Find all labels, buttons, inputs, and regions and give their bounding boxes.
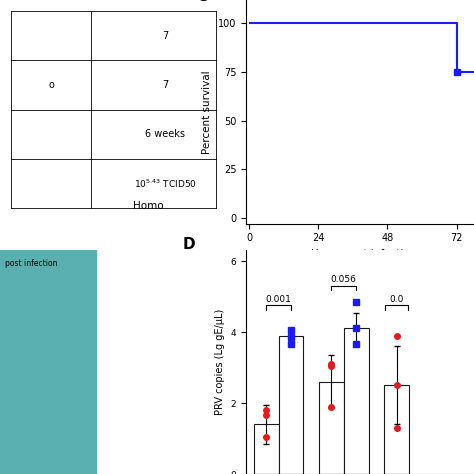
Text: 0.0: 0.0 [389, 295, 404, 304]
Bar [319, 382, 344, 474]
Bar [344, 328, 368, 474]
Text: 7: 7 [162, 80, 168, 90]
Y-axis label: Percent survival: Percent survival [202, 70, 212, 154]
Text: D: D [182, 237, 195, 252]
Text: 7: 7 [162, 31, 168, 41]
Bar [384, 385, 409, 474]
Y-axis label: PRV copies (Lg gE/μL): PRV copies (Lg gE/μL) [215, 309, 225, 415]
Text: Homo: Homo [133, 201, 164, 211]
Text: post infection: post infection [5, 259, 57, 268]
Bar [0, 250, 96, 474]
Text: o: o [48, 80, 54, 90]
Text: 0.056: 0.056 [331, 275, 357, 284]
X-axis label: Hours post infectio: Hours post infectio [310, 249, 410, 259]
Bar [279, 336, 303, 474]
Text: C: C [196, 0, 207, 4]
Text: $10^{5.43}$ TCID50: $10^{5.43}$ TCID50 [134, 177, 197, 190]
Bar [254, 424, 279, 474]
Text: 0.001: 0.001 [266, 295, 292, 304]
Text: 6 weeks: 6 weeks [145, 129, 185, 139]
